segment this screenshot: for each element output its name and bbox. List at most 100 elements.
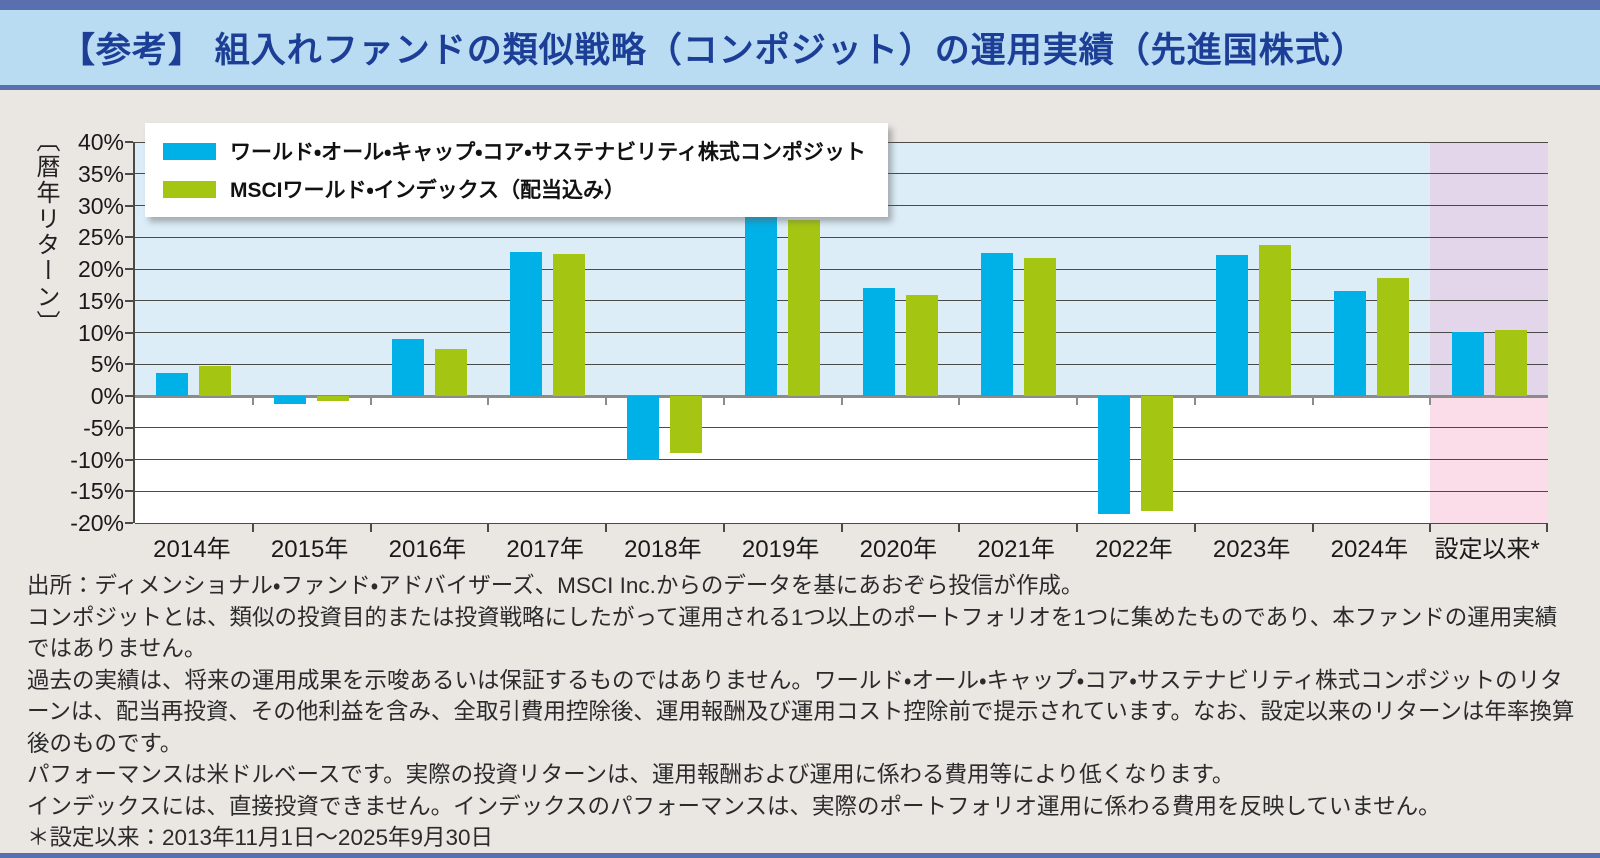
gridline-15% (135, 300, 1548, 302)
footnote-4: パフォーマンスは米ドルベースです。実際の投資リターンは、運用報酬および運用に係わ… (27, 762, 1235, 787)
bar-msci-2018年 (670, 396, 703, 453)
zero-line-tick (958, 396, 961, 405)
y-tick-label: -15% (70, 478, 124, 505)
x-axis-tick (1076, 523, 1078, 532)
footnote-6: ＊設定以来：2013年11月1日～2025年9月30日 (27, 825, 494, 850)
footnotes-block: 出所：ディメンショナル・ファンド・アドバイザーズ、MSCI Inc.からのデータ… (27, 570, 1579, 854)
gridline-5% (135, 363, 1548, 365)
zero-line-tick (722, 396, 725, 405)
y-tick-label: 30% (77, 192, 124, 219)
footnote-2: コンポジットとは、類似の投資目的または投資戦略にしたがって運用される1つ以上のポ… (27, 604, 1558, 662)
y-tick-label: -5% (83, 414, 124, 441)
y-tick-label: 0% (90, 383, 124, 409)
footnote-3: 過去の実績は、将来の運用成果を示唆あるいは保証するものではありません。ワールド・… (27, 667, 1575, 756)
y-tick-label: 15% (77, 287, 124, 314)
y-axis-tick (125, 141, 133, 143)
x-tick-label-2019年: 2019年 (741, 536, 820, 563)
y-axis-tick (125, 363, 133, 366)
x-tick-label-2018年: 2018年 (624, 536, 702, 563)
bar-msci-2022年 (1141, 396, 1174, 511)
x-tick-label-2016年: 2016年 (388, 536, 467, 563)
gridline-10% (135, 332, 1548, 333)
bar-composite-2020年 (862, 288, 895, 396)
zero-line-tick (1429, 396, 1432, 405)
x-axis-tick (1193, 523, 1196, 532)
zero-line-tick (605, 396, 607, 405)
zero-line-tick (1193, 396, 1196, 405)
x-axis-tick (251, 523, 254, 532)
y-axis-tick (125, 172, 133, 175)
bar-composite-2022年 (1098, 396, 1131, 515)
zero-line-tick (1076, 396, 1078, 405)
x-tick-label-2020年: 2020年 (859, 536, 938, 563)
x-axis-tick (840, 523, 843, 532)
y-axis-tick (125, 236, 133, 239)
bar-composite-2015年 (274, 396, 307, 405)
legend-item-msci: MSCIワールド・インデックス（配当込み） (163, 174, 866, 204)
y-axis-tick (125, 299, 133, 302)
x-axis-tick (487, 523, 490, 532)
y-axis-tick (125, 204, 133, 207)
y-tick-label: -10% (70, 446, 124, 473)
zero-line-tick (840, 396, 843, 405)
x-tick-label-2023年: 2023年 (1212, 536, 1291, 563)
bar-msci-2020年 (905, 295, 938, 396)
legend-label-msci: MSCIワールド・インデックス（配当込み） (230, 179, 626, 202)
plot-area (125, 141, 1548, 532)
chart-legend: ワールド・オール・キャップ・コア・サステナビリティ株式コンポジット MSCIワール… (145, 123, 888, 217)
x-axis-tick (1546, 523, 1548, 532)
bar-composite-設定以来* (1451, 331, 1484, 396)
y-axis-label: 〔暦年リターン〕 (32, 128, 59, 336)
legend-item-composite: ワールド・オール・キャップ・コア・サステナビリティ株式コンポジット (163, 136, 866, 166)
y-axis-tick (125, 458, 133, 461)
x-tick-label-2022年: 2022年 (1095, 536, 1173, 563)
x-tick-label-2015年: 2015年 (270, 536, 349, 563)
bar-composite-2019年 (745, 209, 778, 396)
bar-msci-2019年 (788, 220, 821, 396)
performance-bar-chart: 〔暦年リターン〕 40% 35% 30% 25% 20% 15% 10% 5% 0% -5% -10… (0, 110, 1600, 565)
y-tick-label: -20% (70, 510, 124, 536)
y-tick-label: 5% (90, 351, 124, 378)
bottom-border-strip (0, 853, 1600, 858)
x-tick-label-2021年: 2021年 (977, 536, 1055, 563)
y-axis-tick (125, 522, 133, 524)
bar-msci-2017年 (552, 253, 585, 396)
bar-msci-2021年 (1023, 257, 1056, 396)
bar-msci-2023年 (1259, 244, 1292, 396)
bar-msci-2014年 (199, 365, 232, 396)
bar-composite-2014年 (156, 372, 189, 396)
y-axis-tick (125, 490, 133, 493)
bar-msci-2015年 (317, 396, 350, 402)
x-axis-tick (605, 523, 607, 532)
top-border-strip (0, 0, 1600, 10)
bar-composite-2016年 (391, 339, 424, 396)
y-tick-label: 40% (77, 129, 124, 155)
zero-line-tick (487, 396, 490, 405)
bar-msci-設定以来* (1494, 329, 1527, 396)
y-tick-label: 35% (77, 160, 124, 187)
gridline--10% (135, 459, 1548, 460)
x-axis-tick (1311, 523, 1314, 532)
gridline--15% (135, 490, 1548, 492)
bar-composite-2017年 (509, 252, 542, 396)
header-banner: 【参考】 組入れファンドの類似戦略（コンポジット）の運用実績（先進国株式） (0, 10, 1600, 90)
x-tick-label-2014年: 2014年 (153, 536, 231, 563)
x-tick-label-設定以来*: 設定以来* (1434, 536, 1540, 563)
legend-label-composite: ワールド・オール・キャップ・コア・サステナビリティ株式コンポジット (230, 141, 866, 164)
footnote-5: インデックスには、直接投資できません。インデックスのパフォーマンスは、実際のポー… (27, 793, 1441, 819)
y-axis-tick (125, 395, 133, 397)
x-axis-tick (722, 523, 725, 532)
gridline-25% (135, 236, 1548, 238)
x-axis-tick (1429, 523, 1432, 532)
gridline--5% (135, 427, 1548, 429)
footnote-1: 出所：ディメンショナル・ファンド・アドバイザーズ、MSCI Inc.からのデータ… (27, 573, 1084, 598)
page-title: 【参考】 組入れファンドの類似戦略（コンポジット）の運用実績（先進国株式） (60, 31, 1367, 70)
x-axis-tick (369, 523, 372, 532)
legend-swatch-composite (163, 142, 216, 160)
y-tick-label: 20% (77, 256, 124, 282)
bar-msci-2024年 (1376, 277, 1409, 396)
bar-msci-2016年 (434, 349, 467, 396)
y-axis-tick (125, 268, 133, 270)
bar-composite-2021年 (980, 253, 1013, 396)
gridline-20% (135, 268, 1548, 270)
